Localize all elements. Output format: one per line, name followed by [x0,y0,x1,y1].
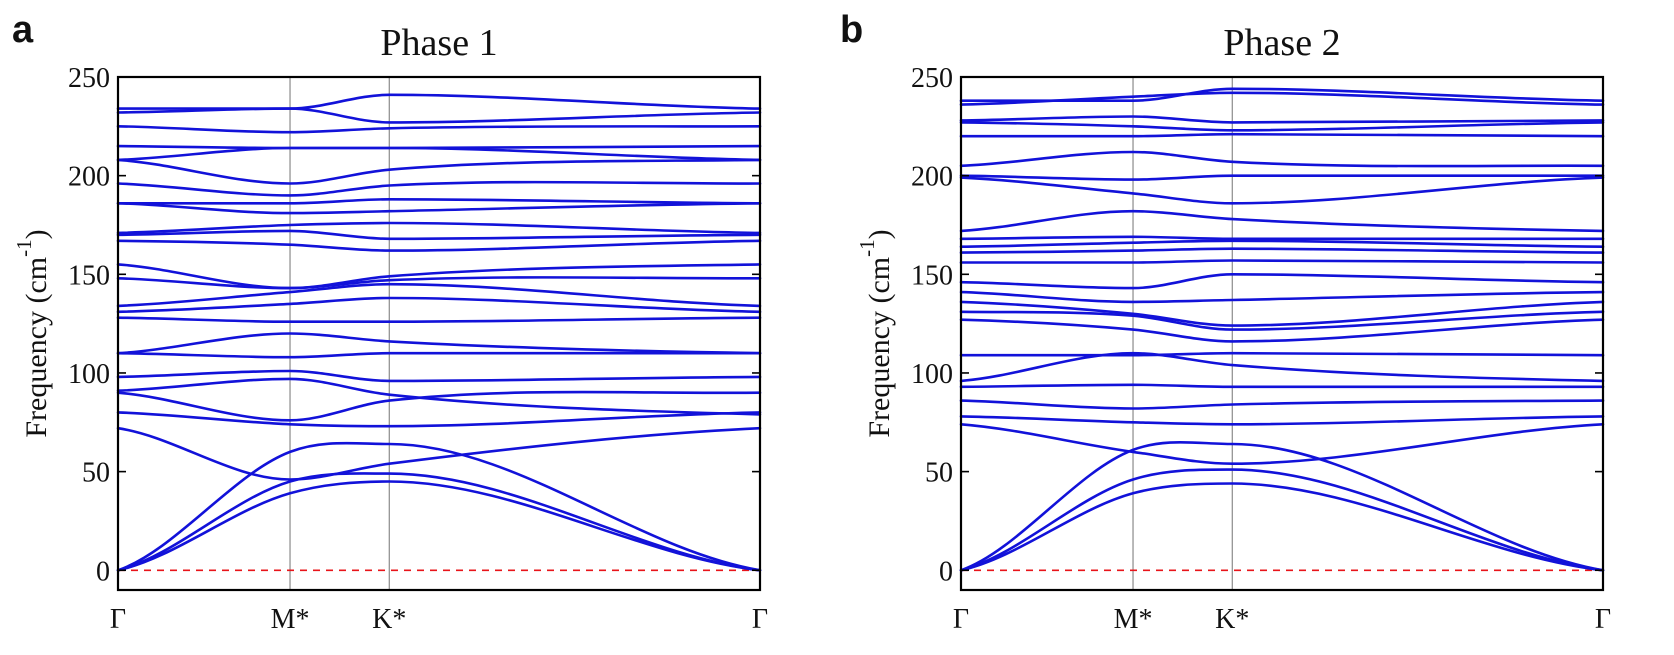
panel-label: b [840,9,863,51]
x-tick-label: Γ [1595,604,1611,635]
band-17 [116,229,762,241]
y-axis-label-sup: -1 [855,239,879,257]
band-4 [959,423,1605,465]
y-tick-label: 150 [911,260,953,291]
band-12 [116,296,762,314]
y-tick-label: 0 [96,556,110,587]
band-14 [959,273,1605,290]
band-19 [116,202,762,215]
band-10 [116,332,762,355]
chart-title: Phase 1 [380,22,497,64]
y-tick-label: 50 [925,458,953,489]
x-tick-label: Γ [752,604,768,635]
y-axis-label-close: ) [863,229,896,239]
band-6 [959,399,1605,410]
y-tick-label: 0 [939,556,953,587]
band-26 [116,107,762,124]
band-13 [959,290,1605,304]
band-19 [959,209,1605,233]
band-20 [959,176,1605,205]
band-1 [116,480,762,572]
band-23 [959,132,1605,138]
band-23 [116,146,762,162]
x-tick-label: K* [372,604,406,635]
panel-label: a [12,9,34,51]
band-21 [959,174,1605,181]
x-tick-label: K* [1215,604,1249,635]
band-14 [116,276,762,290]
y-axis-label: Frequency (cm-1) [855,229,896,437]
band-series [116,93,762,572]
phase-1-panel: a Phase 1 0 50 100 150 200 250 Γ M* K* Γ Frequency (… [12,9,768,635]
band-1 [959,482,1605,572]
band-3 [116,441,762,572]
band-12 [959,300,1605,327]
band-7 [116,377,762,416]
band-11 [959,310,1605,331]
band-16 [116,239,762,252]
plot-frame [116,75,762,592]
band-25 [959,115,1605,124]
band-22 [959,150,1605,168]
band-5 [959,415,1605,426]
band-7 [959,383,1605,389]
band-24 [116,144,762,150]
band-10 [959,318,1605,343]
band-24 [959,121,1605,132]
band-5 [116,411,762,428]
band-22 [116,158,762,185]
band-27 [959,87,1605,103]
y-tick-label: 250 [911,63,953,94]
band-20 [116,198,762,205]
band-15 [116,263,762,290]
band-18 [116,221,762,235]
band-2 [116,472,762,572]
band-17 [959,239,1605,248]
band-6 [116,390,762,422]
band-2 [959,468,1605,572]
y-tick-label: 150 [68,260,110,291]
y-axis-label-close: ) [20,229,53,239]
y-axis-label: Frequency (cm-1) [12,229,53,437]
y-tick-label: 50 [82,458,110,489]
band-18 [959,235,1605,241]
plot-frame [959,75,1605,592]
band-8 [116,369,762,383]
band-27 [116,93,762,110]
y-tick-label: 200 [911,162,953,193]
y-axis-label-text: Frequency (cm [863,257,896,438]
band-9 [116,351,762,359]
band-9 [959,351,1605,357]
chart-title: Phase 2 [1223,22,1340,64]
y-tick-label: 250 [68,63,110,94]
band-13 [116,282,762,308]
phase-2-panel: b Phase 2 0 50 100 150 200 250 Γ M* K* Γ Frequency (… [840,9,1611,635]
band-25 [116,125,762,134]
band-21 [116,180,762,197]
x-tick-label: M* [271,604,310,635]
y-tick-label: 100 [68,359,110,390]
band-3 [959,440,1605,572]
x-tick-label: Γ [110,604,126,635]
band-15 [959,259,1605,264]
y-axis-label-text: Frequency (cm [20,257,53,438]
y-tick-label: 100 [911,359,953,390]
x-tick-label: M* [1114,604,1153,635]
band-11 [116,316,762,324]
band-16 [959,247,1605,254]
x-tick-label: Γ [953,604,969,635]
y-tick-label: 200 [68,162,110,193]
y-axis-label-sup: -1 [12,239,36,257]
band-8 [959,351,1605,383]
band-series [959,87,1605,572]
band-4 [116,426,762,481]
